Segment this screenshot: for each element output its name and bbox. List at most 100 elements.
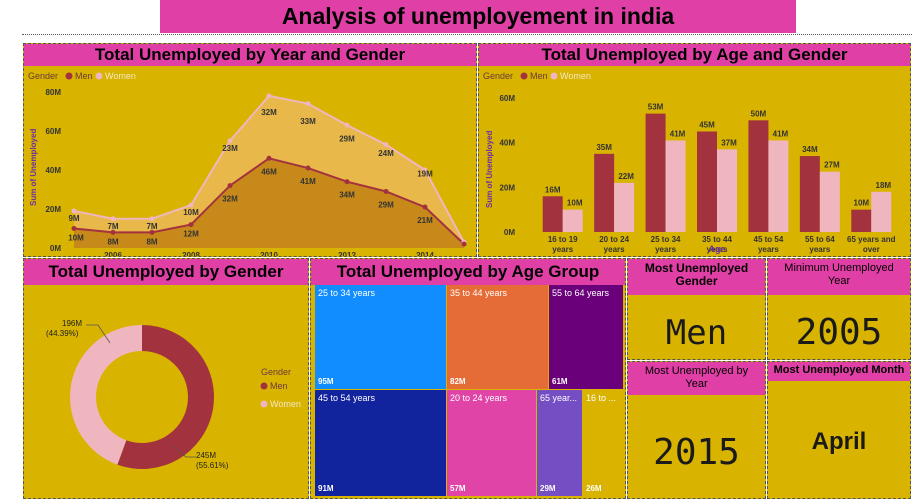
men-point xyxy=(344,179,350,185)
most-year-card-label: Most Unemployed by Year xyxy=(628,362,765,395)
y-tick-label: 60M xyxy=(499,94,515,103)
legend-men-label: Men xyxy=(270,381,288,391)
year-gender-chart[interactable]: Gender Men Women 80M 60M 40M 20M 0M Sum of Unemp… xyxy=(24,66,476,256)
men-point xyxy=(149,229,155,235)
women-point xyxy=(110,216,116,222)
top-dotted-divider xyxy=(22,34,912,35)
women-data-label: 23M xyxy=(222,144,238,153)
men-data-label: 50M xyxy=(751,109,767,118)
most-year-card-value: 2015 xyxy=(653,432,740,473)
min-year-card-value: 2005 xyxy=(795,312,883,353)
treemap-cell-value: 57M xyxy=(450,484,466,493)
x-axis-title: Age xyxy=(708,244,725,254)
x-tick-label-line2: years xyxy=(604,245,625,254)
men-point xyxy=(110,229,116,235)
men-point xyxy=(383,188,389,194)
most-unemployed-month-card[interactable]: Most Unemployed Month April xyxy=(767,361,911,499)
treemap-cell[interactable]: 35 to 44 years 82M xyxy=(447,285,548,389)
x-tick-label-line2: years xyxy=(809,245,830,254)
men-data-label: 34M xyxy=(339,191,355,200)
men-data-label: 21M xyxy=(417,216,433,225)
women-data-label: 7M xyxy=(146,222,157,231)
women-data-label: 22M xyxy=(618,172,634,181)
women-point xyxy=(266,93,272,99)
women-data-label: 27M xyxy=(824,161,840,170)
men-data-label: 10M xyxy=(854,199,870,208)
min-unemployed-year-card[interactable]: Minimum Unemployed Year 2005 xyxy=(767,258,911,360)
treemap-cell-value: 26M xyxy=(586,484,602,493)
women-bar xyxy=(871,191,892,232)
gender-donut-chart[interactable]: 196M(44.39%) 245M(55.61%) Gender Men Women xyxy=(24,285,308,498)
age-gender-chart[interactable]: Gender Men Women 60M 40M 20M 0M Sum of Unemploy… xyxy=(479,66,910,256)
age-gender-title: Total Unemployed by Age and Gender xyxy=(479,44,910,66)
women-data-label: 37M xyxy=(721,138,737,147)
x-tick-label-line2: over xyxy=(863,245,880,254)
men-bar xyxy=(645,113,666,232)
most-month-card-value: April xyxy=(811,428,867,455)
legend-women-dot xyxy=(260,400,268,408)
x-tick-label: 55 to 64 xyxy=(805,235,835,244)
treemap-cell[interactable]: 65 year... 29M xyxy=(537,390,582,496)
y-tick-label: 0M xyxy=(50,244,61,253)
men-point xyxy=(227,183,233,189)
age-group-treemap[interactable]: 25 to 34 years 95M 35 to 44 years 82M 55 to … xyxy=(315,285,623,496)
age-group-title: Total Unemployed by Age Group xyxy=(311,259,625,285)
y-tick-label: 0M xyxy=(504,228,515,237)
legend-women-label: Women xyxy=(105,71,136,81)
report-title: Analysis of unemployement in india xyxy=(160,0,796,33)
y-tick-label: 40M xyxy=(499,139,515,148)
legend-men-dot xyxy=(260,382,268,390)
women-data-label: 41M xyxy=(670,129,686,138)
treemap-cell[interactable]: 55 to 64 years 61M xyxy=(549,285,623,389)
x-tick-label: 65 years and xyxy=(847,235,896,244)
x-tick-label: 20 to 24 xyxy=(599,235,629,244)
age-gender-panel[interactable]: Total Unemployed by Age and Gender Gende… xyxy=(478,43,911,257)
men-point xyxy=(71,226,77,231)
treemap-cell-value: 29M xyxy=(540,484,556,493)
men-data-label: 16M xyxy=(545,185,561,194)
y-tick-label: 20M xyxy=(45,205,61,214)
legend-women-label: Women xyxy=(270,399,301,409)
women-point xyxy=(149,216,155,222)
treemap-cell[interactable]: 45 to 54 years 91M xyxy=(315,390,446,496)
women-data-label: 24M xyxy=(378,149,394,158)
legend-men-label: Men xyxy=(75,71,93,81)
women-data-label: 19M xyxy=(417,170,433,179)
x-tick-label: 16 to 19 xyxy=(548,235,578,244)
legend-title: Gender xyxy=(261,367,291,377)
treemap-cell[interactable]: 20 to 24 years 57M xyxy=(447,390,536,496)
x-tick-label: 25 to 34 xyxy=(651,235,681,244)
women-data-label: 7M xyxy=(107,222,118,231)
donut-slice-women xyxy=(70,325,142,465)
most-unemployed-gender-card[interactable]: Most Unemployed Gender Men xyxy=(627,258,766,360)
treemap-cell-label: 65 year... xyxy=(540,393,578,403)
most-gender-card-value: Men xyxy=(665,313,728,353)
men-point xyxy=(266,155,272,161)
treemap-cell[interactable]: 16 to ... 26M xyxy=(583,390,623,496)
women-data-label: 18M xyxy=(876,181,892,190)
men-data-label: 32M xyxy=(222,195,238,204)
men-data-label: 45M xyxy=(699,121,715,130)
men-data-label: 34M xyxy=(802,145,818,154)
men-bar xyxy=(697,131,717,232)
y-axis-title: Sum of Unemployed xyxy=(29,129,38,206)
x-tick-label: 35 to 44 xyxy=(702,235,732,244)
women-bar xyxy=(717,149,737,232)
most-unemployed-year-card[interactable]: Most Unemployed by Year 2015 xyxy=(627,361,766,499)
age-group-panel[interactable]: Total Unemployed by Age Group 25 to 34 y… xyxy=(310,258,626,499)
x-tick-label-line2: years xyxy=(758,245,779,254)
x-tick-label: 2008 xyxy=(182,251,200,256)
men-data-label: 53M xyxy=(648,103,664,112)
gender-panel[interactable]: Total Unemployed by Gender 196M (44.39%) 2… xyxy=(23,258,309,499)
legend-title: Gender xyxy=(28,71,58,81)
women-bar xyxy=(562,209,583,232)
men-data-label: 12M xyxy=(183,230,199,239)
women-data-label: 33M xyxy=(300,117,316,126)
men-bar xyxy=(799,156,820,232)
men-data-label: 35M xyxy=(596,143,612,152)
treemap-cell[interactable]: 25 to 34 years 95M xyxy=(315,285,446,389)
women-pct-label: (44.39%) xyxy=(46,329,79,338)
year-gender-panel[interactable]: Total Unemployed by Year and Gender Gend… xyxy=(23,43,477,257)
treemap-cell-label: 35 to 44 years xyxy=(450,288,508,298)
men-data-label: 8M xyxy=(107,237,118,246)
